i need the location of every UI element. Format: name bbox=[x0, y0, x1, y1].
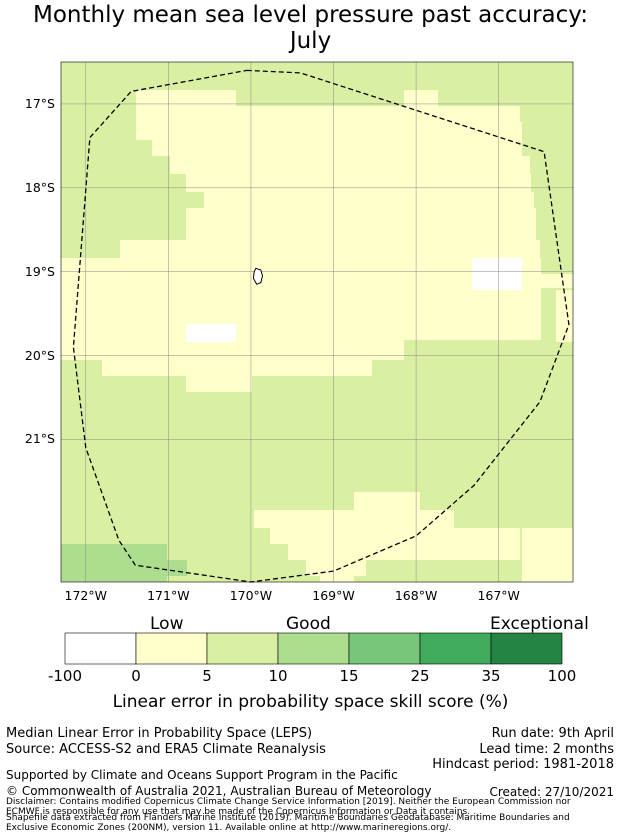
run-date: Run date: 9th April bbox=[491, 726, 614, 741]
footer-line-2: Source: ACCESS-S2 and ERA5 Climate Reana… bbox=[6, 742, 326, 757]
skill-cell bbox=[354, 492, 420, 510]
colorbar-tick-label: -100 bbox=[47, 667, 83, 685]
lon-tick-label: 170°W bbox=[229, 588, 273, 603]
colorbar-title: Linear error in probability space skill … bbox=[112, 692, 509, 712]
lead-time: Lead time: 2 months bbox=[479, 742, 614, 757]
colorbar-tick-label: 10 bbox=[268, 667, 288, 685]
disclaimer-line-1: Disclaimer: Contains modified Copernicus… bbox=[6, 797, 571, 807]
skill-cell bbox=[167, 560, 187, 576]
skill-cell bbox=[270, 528, 520, 544]
eez-boundary bbox=[72, 69, 570, 583]
skill-cell bbox=[61, 258, 541, 340]
skill-cell bbox=[306, 560, 366, 576]
skill-cell bbox=[288, 544, 520, 560]
lon-tick-label: 171°W bbox=[147, 588, 190, 603]
shapefile-line-2: Exclusive Economic Zones (200NM), versio… bbox=[6, 823, 452, 833]
colorbar-tick-label: 15 bbox=[339, 667, 359, 685]
colorbar-swatch bbox=[348, 632, 421, 665]
colorbar-tick-label: 35 bbox=[481, 667, 501, 685]
colorbar-swatch bbox=[206, 632, 279, 665]
skill-grid bbox=[61, 62, 573, 582]
niue-island-outline bbox=[252, 267, 264, 285]
lon-tick-label: 169°W bbox=[312, 588, 355, 603]
skill-cell bbox=[61, 340, 404, 360]
shapefile-line-1: Shapefile data extracted from Flanders M… bbox=[6, 813, 570, 823]
lat-tick-label: 21°S bbox=[24, 431, 55, 447]
colorbar-tick-label: 5 bbox=[202, 667, 212, 685]
lat-tick-label: 19°S bbox=[24, 263, 55, 279]
skill-cell bbox=[186, 376, 252, 392]
skill-cell bbox=[540, 274, 573, 288]
colorbar-swatch bbox=[419, 632, 492, 665]
skill-cell bbox=[522, 528, 573, 582]
skill-cell bbox=[320, 576, 354, 582]
support-text: Supported by Climate and Oceans Support … bbox=[6, 768, 398, 782]
skill-cell bbox=[120, 240, 540, 258]
disclaimer-line-2: ECMWF is responsible for any use that ma… bbox=[6, 807, 471, 817]
skill-cell bbox=[61, 544, 167, 582]
skill-cell bbox=[152, 140, 522, 156]
title-line-1: Monthly mean sea level pressure past acc… bbox=[33, 2, 588, 28]
copyright-text: © Commonwealth of Australia 2021, Austra… bbox=[6, 784, 432, 798]
map-frame bbox=[60, 61, 574, 583]
lat-tick-label: 18°S bbox=[24, 179, 55, 195]
gridlines bbox=[61, 62, 573, 582]
lat-tick-label: 20°S bbox=[24, 347, 55, 363]
colorbar-swatch bbox=[490, 632, 563, 665]
lon-tick-label: 172°W bbox=[64, 588, 107, 603]
colorbar-swatch bbox=[277, 632, 350, 665]
skill-cell bbox=[102, 360, 372, 376]
skill-cell bbox=[136, 122, 522, 140]
skill-cell bbox=[556, 290, 573, 342]
lon-tick-label: 167°W bbox=[477, 588, 520, 603]
missing-cell bbox=[186, 324, 236, 342]
colorbar-tick-label: 25 bbox=[410, 667, 430, 685]
lon-tick-label: 168°W bbox=[394, 588, 438, 603]
footer-line-1: Median Linear Error in Probability Space… bbox=[6, 726, 313, 741]
skill-cell bbox=[254, 510, 454, 528]
skill-cell bbox=[186, 174, 531, 192]
skill-cell bbox=[204, 192, 534, 208]
skill-cell bbox=[186, 208, 536, 240]
skill-cell bbox=[136, 90, 236, 106]
skill-cell bbox=[170, 156, 530, 174]
category-low: Low bbox=[150, 614, 184, 634]
title-line-2: July bbox=[289, 28, 332, 54]
skill-cell bbox=[404, 90, 438, 106]
category-good: Good bbox=[286, 614, 331, 634]
colorbar-swatch bbox=[64, 632, 137, 665]
chart-title: Monthly mean sea level pressure past acc… bbox=[0, 2, 621, 54]
lat-tick-label: 17°S bbox=[24, 95, 55, 111]
skill-cell bbox=[136, 106, 436, 122]
colorbar bbox=[64, 632, 563, 665]
category-exceptional: Exceptional bbox=[490, 614, 589, 634]
skill-cell bbox=[404, 106, 520, 122]
colorbar-tick-label: 0 bbox=[131, 667, 141, 685]
created-date: Created: 27/10/2021 bbox=[489, 785, 614, 799]
map-svg bbox=[60, 61, 574, 583]
hindcast-period: Hindcast period: 1981-2018 bbox=[432, 757, 614, 772]
missing-cell bbox=[472, 258, 522, 290]
skill-cell bbox=[61, 340, 73, 342]
colorbar-swatch bbox=[135, 632, 208, 665]
colorbar-tick-label: 100 bbox=[547, 667, 577, 685]
